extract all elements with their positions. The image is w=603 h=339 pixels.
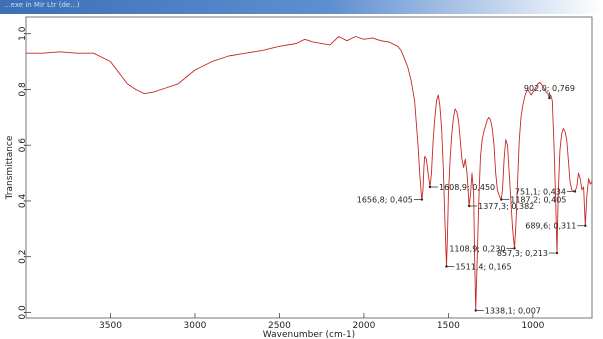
- x-axis-title: Wavenumber (cm-1): [263, 330, 355, 339]
- axes: 0,0 0,2 0,4 0,6 0,8 1,0 3500 3000 2500 2000 1500 10…: [18, 16, 593, 331]
- peak-label: 689,6; 0,311: [525, 222, 576, 231]
- x-tick-label: 2500: [268, 321, 291, 331]
- peak-marker: [467, 204, 471, 208]
- x-tick-label: 1500: [437, 321, 460, 331]
- x-tick-label: 3000: [184, 321, 207, 331]
- y-tick-label: 0,6: [18, 138, 28, 153]
- y-tick-label: 0,8: [18, 82, 28, 97]
- peak-label: 857,3; 0,213: [497, 249, 548, 258]
- y-tick-label: 0,4: [18, 194, 28, 209]
- peak-label: 1377,3; 0,382: [478, 202, 534, 211]
- peak-label: 1608,9; 0,450: [439, 183, 495, 192]
- spectrum-line: [26, 36, 593, 311]
- y-axis-title: Transmittance: [5, 135, 15, 200]
- peak-label: 1511,4; 0,165: [455, 262, 511, 271]
- peak-label: 1338,1; 0,007: [485, 306, 541, 315]
- plot-frame: [25, 16, 593, 319]
- x-tick-label: 1000: [521, 321, 544, 331]
- window-title-bar: ...exe in Mir Ltr (de...): [0, 0, 603, 14]
- annotations-layer: 1656,8; 0,405 1608,9; 0,450 1511,4; 0,165 1…: [357, 84, 587, 315]
- peak-label: 1108,9; 0,230: [449, 244, 505, 253]
- x-tick-label: 2000: [352, 321, 375, 331]
- peak-label: 751,1; 0,434: [515, 187, 566, 196]
- peak-marker: [548, 96, 551, 100]
- peak-marker: [474, 309, 477, 312]
- peak-label: 1656,8; 0,405: [357, 196, 413, 205]
- x-tick-label: 3500: [99, 321, 122, 331]
- peak-label: 902,0; 0,769: [524, 84, 575, 93]
- peak-label: 1187,2; 0,405: [510, 196, 566, 205]
- series-layer: [26, 36, 593, 311]
- y-tick-label: 1,0: [18, 26, 28, 41]
- window-title: ...exe in Mir Ltr (de...): [4, 1, 80, 9]
- y-tick-label: 0,0: [18, 305, 28, 320]
- y-tick-label: 0,2: [18, 250, 28, 264]
